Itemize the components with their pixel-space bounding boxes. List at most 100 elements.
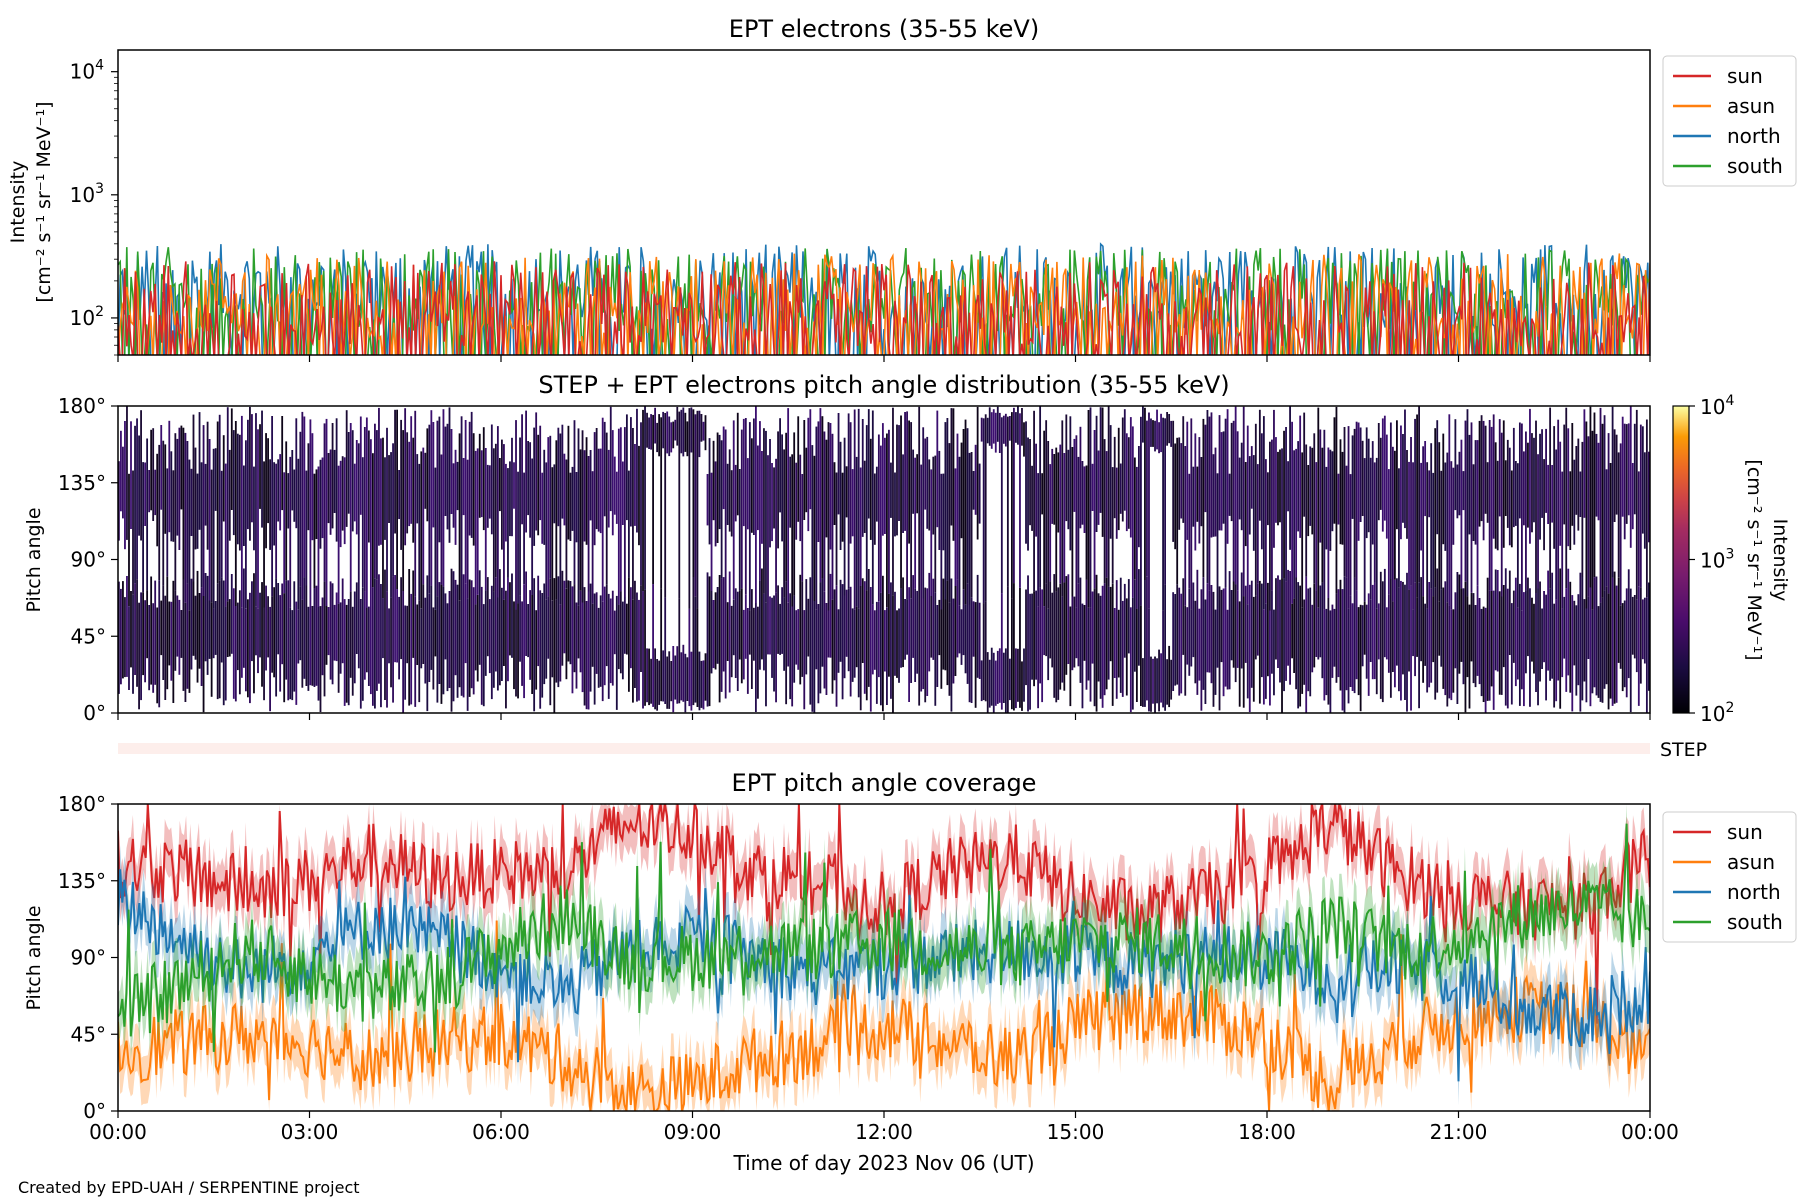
heatmap-cell: [1424, 441, 1427, 517]
heatmap-cell: [158, 580, 161, 708]
heatmap-cell: [914, 457, 917, 589]
heatmap-cell: [309, 419, 312, 599]
series-south-line: [118, 823, 1650, 1053]
heatmap-cell: [1555, 599, 1558, 702]
heatmap-cell: [1190, 609, 1193, 667]
heatmap-cell: [1615, 434, 1618, 515]
heatmap-cell: [904, 599, 906, 660]
heatmap-cell: [1160, 413, 1162, 453]
heatmap-cell: [1258, 409, 1261, 521]
heatmap-cell: [1416, 414, 1418, 598]
heatmap-cell: [807, 417, 810, 532]
heatmap-cell: [1156, 658, 1158, 704]
heatmap-cell: [1363, 601, 1366, 655]
heatmap-cell: [521, 601, 523, 686]
heatmap-cell: [388, 455, 390, 523]
heatmap-cell: [1551, 572, 1554, 679]
heatmap-cell: [992, 652, 995, 713]
heatmap-cell: [1010, 598, 1013, 710]
heatmap-cell: [1557, 584, 1560, 681]
heatmap-cell: [1535, 420, 1537, 593]
heatmap-cell: [242, 568, 245, 668]
heatmap-cell: [553, 578, 556, 713]
heatmap-cell: [422, 447, 425, 585]
heatmap-cell: [513, 601, 515, 690]
heatmap-cell: [912, 449, 915, 514]
heatmap-cell: [688, 408, 691, 609]
heatmap-cell: [166, 468, 169, 577]
heatmap-cell: [118, 461, 120, 541]
heatmap-cell: [1250, 446, 1253, 509]
heatmap-cell: [976, 574, 979, 678]
heatmap-cell: [970, 597, 973, 703]
heatmap-cell: [1331, 604, 1334, 678]
panel1-x-ticks: [117, 355, 1651, 362]
heatmap-cell: [1137, 446, 1140, 548]
heatmap-cell: [1510, 603, 1513, 705]
heatmap-cell: [428, 593, 431, 682]
heatmap-cell: [1123, 583, 1126, 658]
heatmap-cell: [1202, 577, 1205, 690]
heatmap-cell: [1474, 440, 1477, 545]
heatmap-cell: [1281, 578, 1283, 713]
heatmap-cell: [424, 452, 427, 509]
heatmap-cell: [128, 473, 130, 607]
heatmap-cell: [226, 601, 229, 657]
panel3-ylabel: Pitch angle: [23, 905, 45, 1010]
heatmap-cell: [1311, 447, 1314, 535]
heatmap-cell: [1123, 409, 1126, 511]
heatmap-cell: [920, 464, 923, 592]
heatmap-cell: [257, 608, 259, 674]
heatmap-cell: [555, 440, 558, 600]
heatmap-cell: [1035, 443, 1037, 537]
heatmap-cell: [1333, 608, 1336, 667]
heatmap-cell: [1222, 588, 1225, 697]
heatmap-cell: [1506, 439, 1509, 528]
heatmap-cell: [416, 604, 419, 665]
heatmap-cell: [1359, 427, 1362, 522]
heatmap-cell: [835, 472, 838, 586]
heatmap-cell: [1633, 423, 1636, 515]
heatmap-cell: [122, 581, 124, 679]
heatmap-cell: [696, 410, 699, 609]
heatmap-cell: [1287, 461, 1289, 512]
heatmap-cell: [722, 426, 725, 510]
heatmap-cell: [708, 438, 711, 545]
heatmap-cell: [261, 582, 263, 687]
heatmap-cell: [1408, 589, 1410, 672]
heatmap-cell: [1234, 406, 1237, 585]
heatmap-cell: [410, 416, 413, 524]
heatmap-cell: [422, 584, 425, 664]
legend-label-south: south: [1727, 154, 1783, 178]
heatmap-cell: [892, 595, 894, 713]
heatmap-cell: [1639, 424, 1642, 588]
heatmap-cell: [1242, 406, 1245, 597]
heatmap-cell: [1448, 414, 1451, 606]
heatmap-cell: [1188, 588, 1191, 676]
heatmap-cell: [599, 595, 602, 687]
heatmap-cell: [1006, 416, 1009, 587]
heatmap-cell: [216, 583, 219, 700]
heatmap-cell: [1077, 456, 1080, 584]
heatmap-cell: [140, 410, 142, 541]
heatmap-cell: [1617, 577, 1620, 663]
heatmap-cell: [658, 414, 661, 457]
heatmap-cell: [1008, 416, 1011, 441]
heatmap-cell: [232, 430, 235, 536]
heatmap-cell: [1533, 603, 1535, 674]
heatmap-cell: [1575, 446, 1578, 515]
heatmap-cell: [932, 456, 935, 535]
heatmap-cell: [382, 598, 384, 659]
heatmap-cell: [1389, 579, 1392, 698]
heatmap-cell: [249, 592, 251, 704]
heatmap-cell: [1525, 431, 1527, 591]
xtick-label: 15:00: [1047, 1120, 1105, 1144]
heatmap-cell: [1061, 420, 1064, 597]
heatmap-cell: [345, 604, 348, 703]
heatmap-cell: [674, 655, 677, 700]
heatmap-cell: [503, 599, 505, 666]
heatmap-cell: [1613, 429, 1616, 522]
heatmap-cell: [875, 466, 878, 522]
heatmap-cell: [1470, 593, 1473, 662]
heatmap-cell: [1321, 582, 1324, 679]
